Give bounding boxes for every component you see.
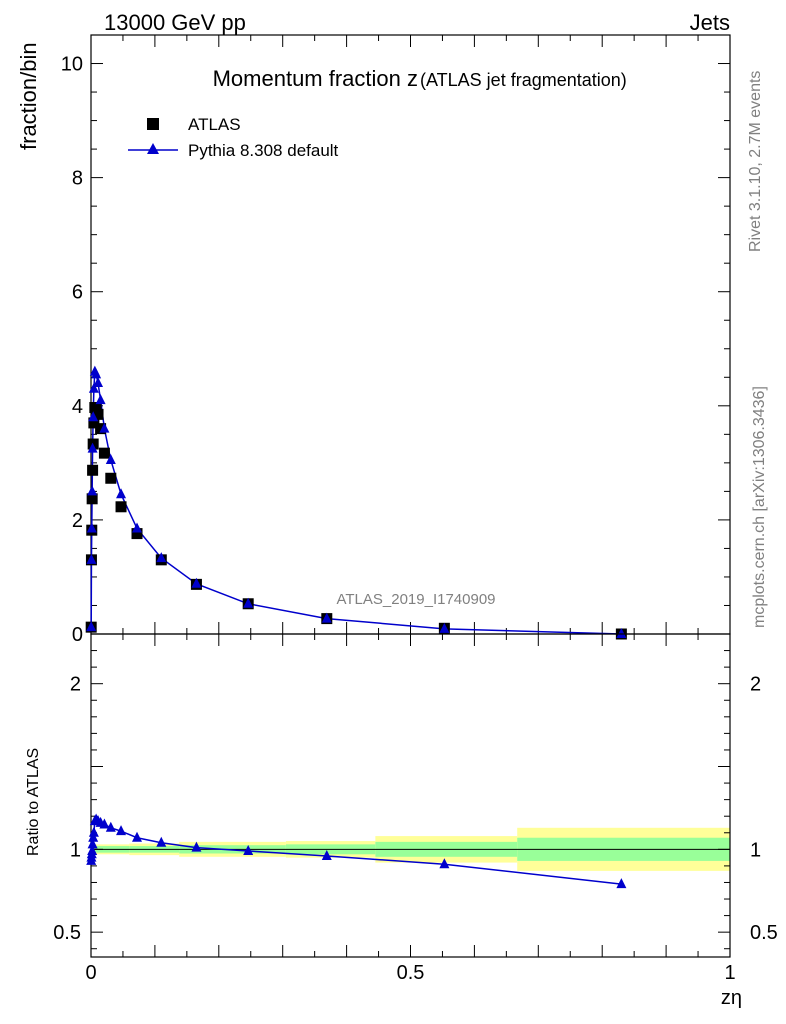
main-y-tick-label: 0 — [72, 624, 83, 646]
process-label: 13000 GeV pp — [104, 10, 246, 35]
x-tick-label: 0.5 — [397, 962, 425, 984]
analysis-watermark: ATLAS_2019_I1740909 — [336, 591, 495, 608]
main-y-tick-label: 2 — [72, 510, 83, 532]
rivet-version-label: Rivet 3.1.10, 2.7M events — [747, 71, 764, 252]
ratio-pythia-point — [87, 844, 98, 855]
ratio-pythia-point — [87, 838, 98, 849]
pythia-point — [95, 394, 106, 405]
ratio-pythia-point — [616, 878, 627, 889]
x-tick-label: 0 — [85, 962, 96, 984]
ratio-y-axis-label: Ratio to ATLAS — [25, 748, 42, 856]
atlas-data-point — [131, 528, 143, 540]
ratio-pythia-point — [132, 831, 143, 842]
ratio-pythia-point — [99, 818, 110, 829]
ratio-y-tick-label-right: 2 — [750, 674, 761, 696]
pythia-point — [439, 622, 450, 633]
pythia-point — [91, 368, 102, 379]
pythia-point — [87, 485, 98, 496]
ratio-pythia-point — [116, 825, 127, 836]
atlas-data-point — [115, 501, 127, 513]
pythia-point — [191, 577, 202, 588]
pythia-point — [116, 488, 127, 499]
ratio-y-tick-label: 0.5 — [53, 922, 81, 944]
ratio-panel: Ratio to ATLAS zη 0 0.5 10.5 0.51 12 2 — [25, 633, 778, 1009]
chart-title-suffix: (ATLAS jet fragmentation) — [420, 70, 627, 90]
pythia-point — [105, 454, 116, 465]
legend-atlas-marker — [147, 118, 159, 130]
x-tick-label: 1 — [724, 962, 735, 984]
pythia-point — [132, 522, 143, 533]
pythia-point — [156, 552, 167, 563]
atlas-data-point — [92, 408, 104, 420]
atlas-data-point — [98, 447, 110, 459]
legend-pythia-marker — [147, 143, 159, 154]
main-y-tick-label: 8 — [72, 168, 83, 190]
mcplots-label: mcplots.cern.ch [arXiv:1306.3436] — [751, 386, 768, 628]
pythia-point — [243, 597, 254, 608]
pythia-point — [86, 621, 97, 632]
atlas-data-point — [95, 423, 107, 435]
legend: ATLAS Pythia 8.308 default — [128, 115, 339, 160]
ratio-pythia-point — [321, 849, 332, 860]
ratio-pythia-point — [105, 821, 116, 832]
pythia-point — [86, 522, 97, 533]
main-plot-frame — [90, 34, 731, 635]
chart-title: Momentum fraction z — [213, 66, 418, 91]
main-panel: Momentum fraction z (ATLAS jet fragmenta… — [16, 34, 731, 646]
pythia-point — [88, 382, 99, 393]
atlas-data-point — [105, 472, 117, 484]
legend-atlas-label: ATLAS — [188, 115, 241, 134]
atlas-data-point — [86, 493, 98, 505]
ratio-y-tick-label: 2 — [70, 674, 81, 696]
main-y-tick-label: 4 — [72, 396, 83, 418]
ratio-pythia-point — [243, 844, 254, 855]
ratio-pythia-point — [88, 826, 99, 837]
ratio-pythia-point — [439, 858, 450, 869]
pythia-point — [88, 411, 99, 422]
pythia-point — [99, 422, 110, 433]
ratio-y-tick-label-right: 1 — [750, 839, 761, 861]
ratio-pythia-point — [191, 841, 202, 852]
atlas-data-point — [88, 417, 100, 429]
pythia-point — [321, 612, 332, 623]
ratio-y-tick-label: 1 — [70, 839, 81, 861]
ratio-pythia-point — [156, 836, 167, 847]
legend-pythia-label: Pythia 8.308 default — [188, 141, 339, 160]
main-y-tick-label: 6 — [72, 282, 83, 304]
x-axis-label: zη — [721, 987, 742, 1009]
pythia-point — [86, 553, 97, 564]
atlas-data-point — [87, 464, 99, 476]
ratio-plot-frame — [90, 633, 731, 958]
pythia-point — [87, 442, 98, 453]
pythia-point — [616, 628, 627, 638]
category-label: Jets — [690, 10, 730, 35]
ratio-y-tick-label-right: 0.5 — [750, 922, 778, 944]
atlas-data-point — [90, 403, 102, 415]
pythia-point — [93, 376, 104, 387]
main-y-tick-label: 10 — [61, 54, 83, 76]
main-y-axis-label: fraction/bin — [16, 42, 41, 150]
